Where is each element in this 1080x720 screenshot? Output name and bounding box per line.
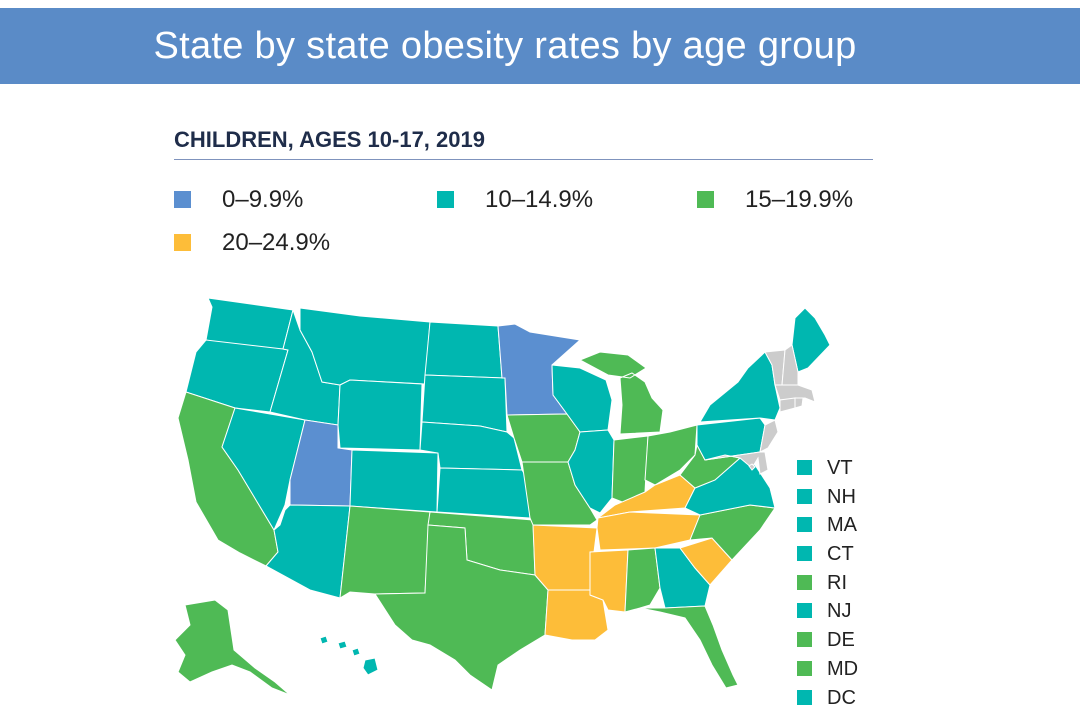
state-nj <box>759 419 779 453</box>
state-ks <box>436 467 531 519</box>
state-ak <box>174 599 291 696</box>
divider <box>174 159 873 160</box>
state-hi <box>319 635 379 676</box>
title-banner <box>0 8 1080 84</box>
legend-swatch <box>174 234 191 251</box>
state-me <box>791 307 831 373</box>
us-map <box>174 297 831 696</box>
state-nm <box>339 505 431 599</box>
state-al <box>624 547 661 613</box>
small-state-label: DE <box>827 629 855 651</box>
state-nd <box>424 321 503 379</box>
small-state-label: DC <box>827 687 856 709</box>
legend-swatch <box>174 191 191 208</box>
legend-label: 20–24.9% <box>222 229 331 256</box>
small-state-swatch <box>797 603 812 618</box>
small-state-swatch <box>797 690 812 705</box>
state-sc <box>679 537 733 586</box>
small-state-label: VT <box>827 457 853 479</box>
legend-label: 0–9.9% <box>222 186 304 213</box>
state-mi <box>578 351 664 435</box>
legend-swatch <box>697 191 714 208</box>
state-oh <box>644 424 698 486</box>
small-state-label: MD <box>827 658 859 680</box>
small-state-label: NH <box>827 486 856 508</box>
small-state-swatch <box>797 661 812 676</box>
small-state-swatch <box>797 546 812 561</box>
state-il <box>567 429 615 514</box>
small-state-swatch <box>797 460 812 475</box>
legend-swatch <box>437 191 454 208</box>
page-title: State by state obesity rates by age grou… <box>153 25 857 67</box>
state-tn <box>596 511 701 551</box>
state-fl <box>639 605 739 689</box>
state-wy <box>337 379 423 451</box>
state-nh <box>781 344 799 386</box>
small-state-label: NJ <box>827 600 852 622</box>
small-state-label: RI <box>827 572 847 594</box>
legend-label: 15–19.9% <box>745 186 854 213</box>
state-co <box>349 449 439 513</box>
state-dc <box>748 463 756 471</box>
state-ri <box>794 397 804 409</box>
state-mt <box>299 307 431 386</box>
small-state-swatch <box>797 489 812 504</box>
small-state-label: MA <box>827 514 857 536</box>
legend-label: 10–14.9% <box>485 186 594 213</box>
small-state-swatch <box>797 575 812 590</box>
state-tx <box>374 524 549 691</box>
small-state-swatch <box>797 517 812 532</box>
small-state-label: CT <box>827 543 854 565</box>
state-ny <box>699 351 781 423</box>
state-md <box>704 451 769 475</box>
state-ar <box>532 524 598 591</box>
small-state-swatch <box>797 632 812 647</box>
chart-subtitle: CHILDREN, AGES 10-17, 2019 <box>174 127 485 152</box>
state-ct <box>779 397 796 413</box>
